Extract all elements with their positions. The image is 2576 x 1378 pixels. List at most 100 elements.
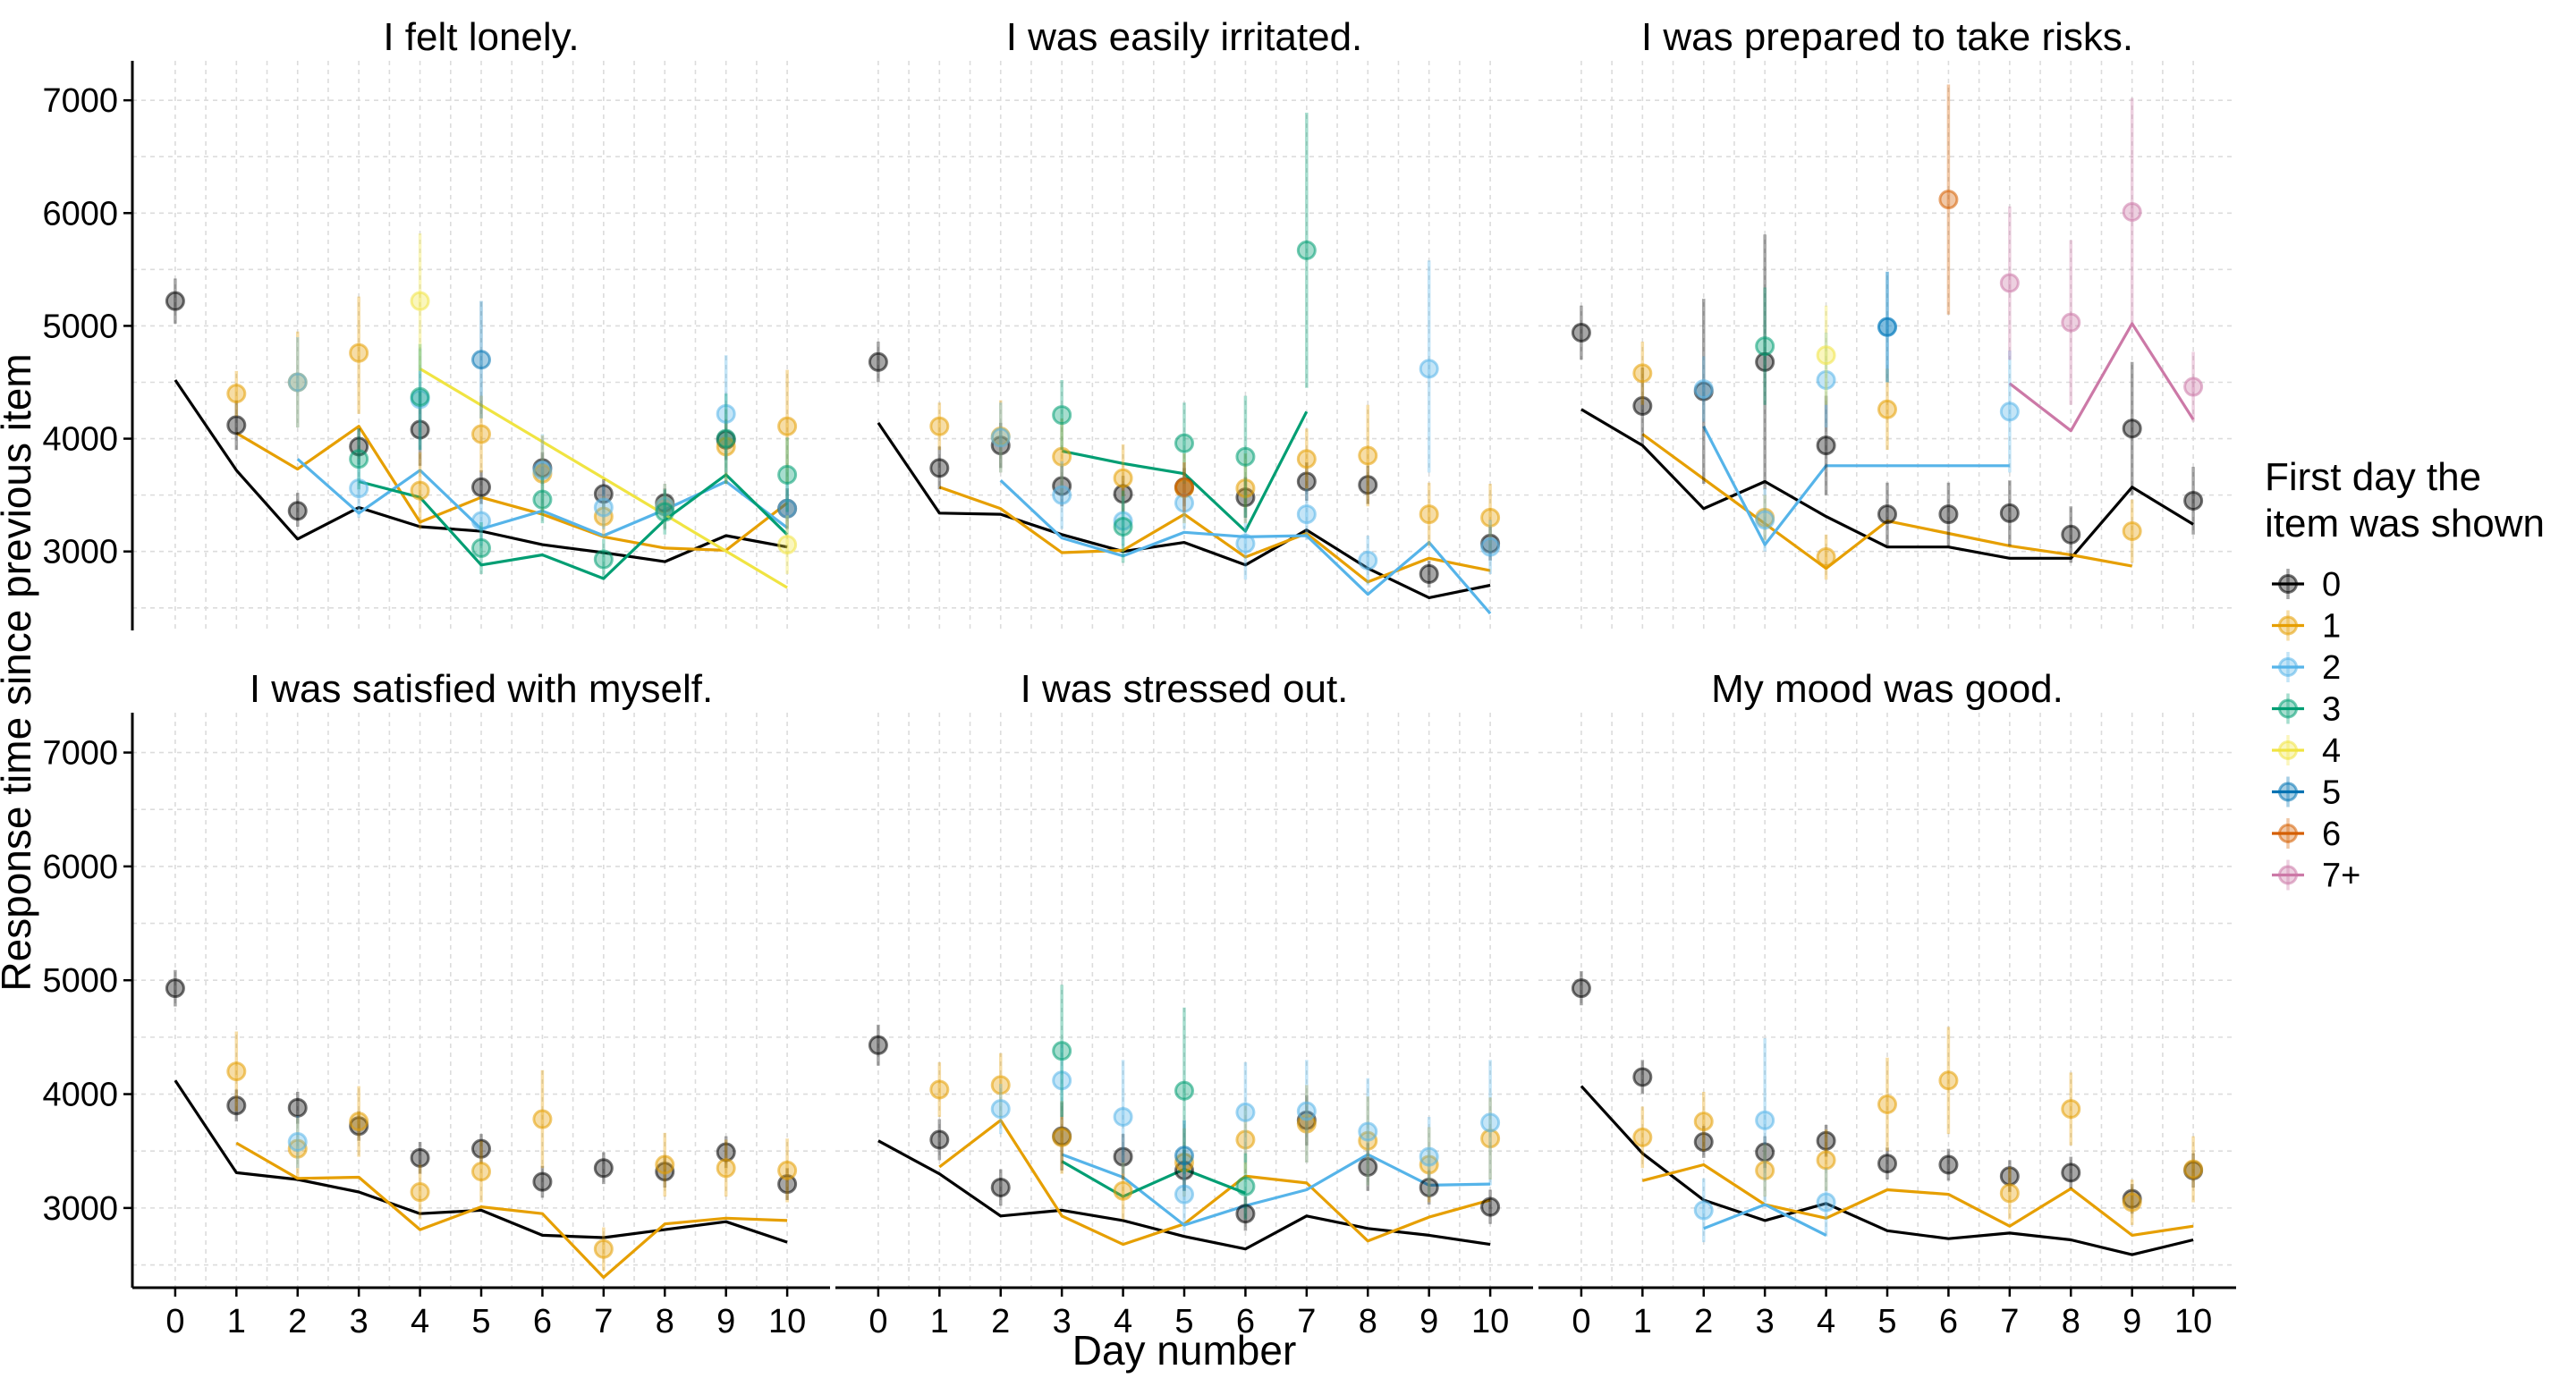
data-point-0 [868,1035,888,1055]
data-point-2 [1052,1070,1072,1091]
data-point-2 [1113,511,1133,531]
legend-label: 4 [2322,732,2341,770]
data-point-2 [1113,1107,1133,1128]
legend-title-line: First day the [2265,455,2481,499]
data-point-3 [1755,336,1775,357]
x-tick-label: 5 [471,1303,490,1340]
data-point-2 [716,403,736,424]
x-tick-label: 9 [2123,1303,2141,1340]
data-point-2 [1174,1184,1194,1205]
data-point-1 [287,1138,308,1159]
data-point-6 [1174,477,1194,497]
data-point-3 [1174,1080,1194,1101]
data-point-1 [1419,504,1439,525]
data-point-1 [1632,1127,1653,1147]
series-line-1 [235,1141,788,1280]
legend-item-0: 0 [2272,566,2341,604]
series-line-1 [938,1119,1491,1247]
data-point-0 [1480,1196,1501,1217]
x-tick-label: 6 [1939,1303,1958,1340]
x-tick-label: 4 [1114,1303,1132,1340]
data-point-1 [1938,1070,1959,1091]
panel-title: I was stressed out. [1021,667,1349,711]
data-point-3 [1235,1176,1256,1196]
y-tick-label: 4000 [42,421,118,459]
legend-item-3: 3 [2272,691,2341,729]
data-point-1 [349,1112,369,1132]
x-tick-label: 1 [930,1303,949,1340]
data-point-0 [1816,1130,1836,1151]
data-point-0 [929,1129,950,1150]
y-tick-label: 6000 [42,849,118,886]
x-tick-label: 3 [1756,1303,1775,1340]
data-point-0 [655,1162,675,1182]
data-point-1 [1877,399,1897,419]
legend-key-point [2278,698,2298,719]
legend-item-4: 4 [2272,732,2341,770]
y-axis-title: Response time since previous item [0,353,39,991]
data-point-2 [777,498,798,519]
legend-label: 3 [2322,691,2341,729]
data-point-1 [410,1182,430,1203]
data-point-7plus [2183,376,2204,397]
legend-key-point [2278,574,2298,594]
data-point-1 [2183,1159,2204,1179]
data-point-0 [593,484,614,504]
series-line-0 [174,379,788,563]
data-point-1 [349,342,369,363]
data-point-2 [655,496,675,517]
data-point-1 [1480,507,1501,528]
data-point-2 [1296,504,1317,525]
x-tick-label: 7 [594,1303,613,1340]
data-point-0 [532,1171,553,1192]
data-point-7plus [2122,202,2142,223]
data-point-0 [990,1177,1011,1197]
data-point-2 [349,478,369,499]
series-line-2 [999,479,1492,615]
data-point-0 [929,458,950,478]
data-point-2 [1999,402,2020,422]
data-point-2 [1419,359,1439,379]
data-point-1 [1816,1150,1836,1171]
x-tick-label: 3 [350,1303,369,1340]
legend-item-7plus: 7+ [2272,858,2360,895]
y-tick-label: 3000 [42,534,118,571]
data-point-0 [410,1147,430,1168]
data-point-1 [929,1079,950,1100]
legend-key-point [2278,824,2298,843]
data-point-0 [2061,524,2081,545]
data-point-0 [1938,1154,1959,1175]
data-point-3 [716,428,736,449]
data-point-1 [2122,520,2142,541]
y-tick-label: 6000 [42,195,118,232]
x-tick-label: 3 [1053,1303,1072,1340]
series-line-2 [1061,1153,1491,1227]
panel-title: I was easily irritated. [1006,15,1363,59]
series-line-3 [1061,1160,1246,1198]
y-tick-label: 5000 [42,962,118,1000]
x-tick-label: 0 [165,1303,184,1340]
data-point-1 [716,1158,736,1179]
data-point-2 [990,427,1011,448]
data-point-2 [1052,485,1072,505]
data-point-3 [1052,405,1072,426]
data-point-1 [410,480,430,501]
panel-6: My mood was good. 0 1 2 3 4 5 6 7 8 9 10 [1538,667,2236,1340]
panel-2: I was easily irritated. [835,15,1533,630]
series-line-1 [235,425,789,553]
x-tick-label: 8 [1359,1303,1377,1340]
data-point-1 [1693,1112,1714,1132]
x-tick-label: 7 [1297,1303,1316,1340]
data-point-1 [532,1109,553,1129]
series-line-0 [1580,1085,2194,1256]
data-point-5 [471,350,491,370]
data-point-0 [287,1097,308,1118]
series-line-3 [1061,410,1309,533]
data-point-2 [1816,1192,1836,1213]
data-point-2 [1296,1101,1317,1121]
data-point-0 [165,291,185,311]
data-point-3 [532,489,553,510]
legend-label: 7+ [2322,858,2360,895]
data-point-1 [1296,449,1317,469]
